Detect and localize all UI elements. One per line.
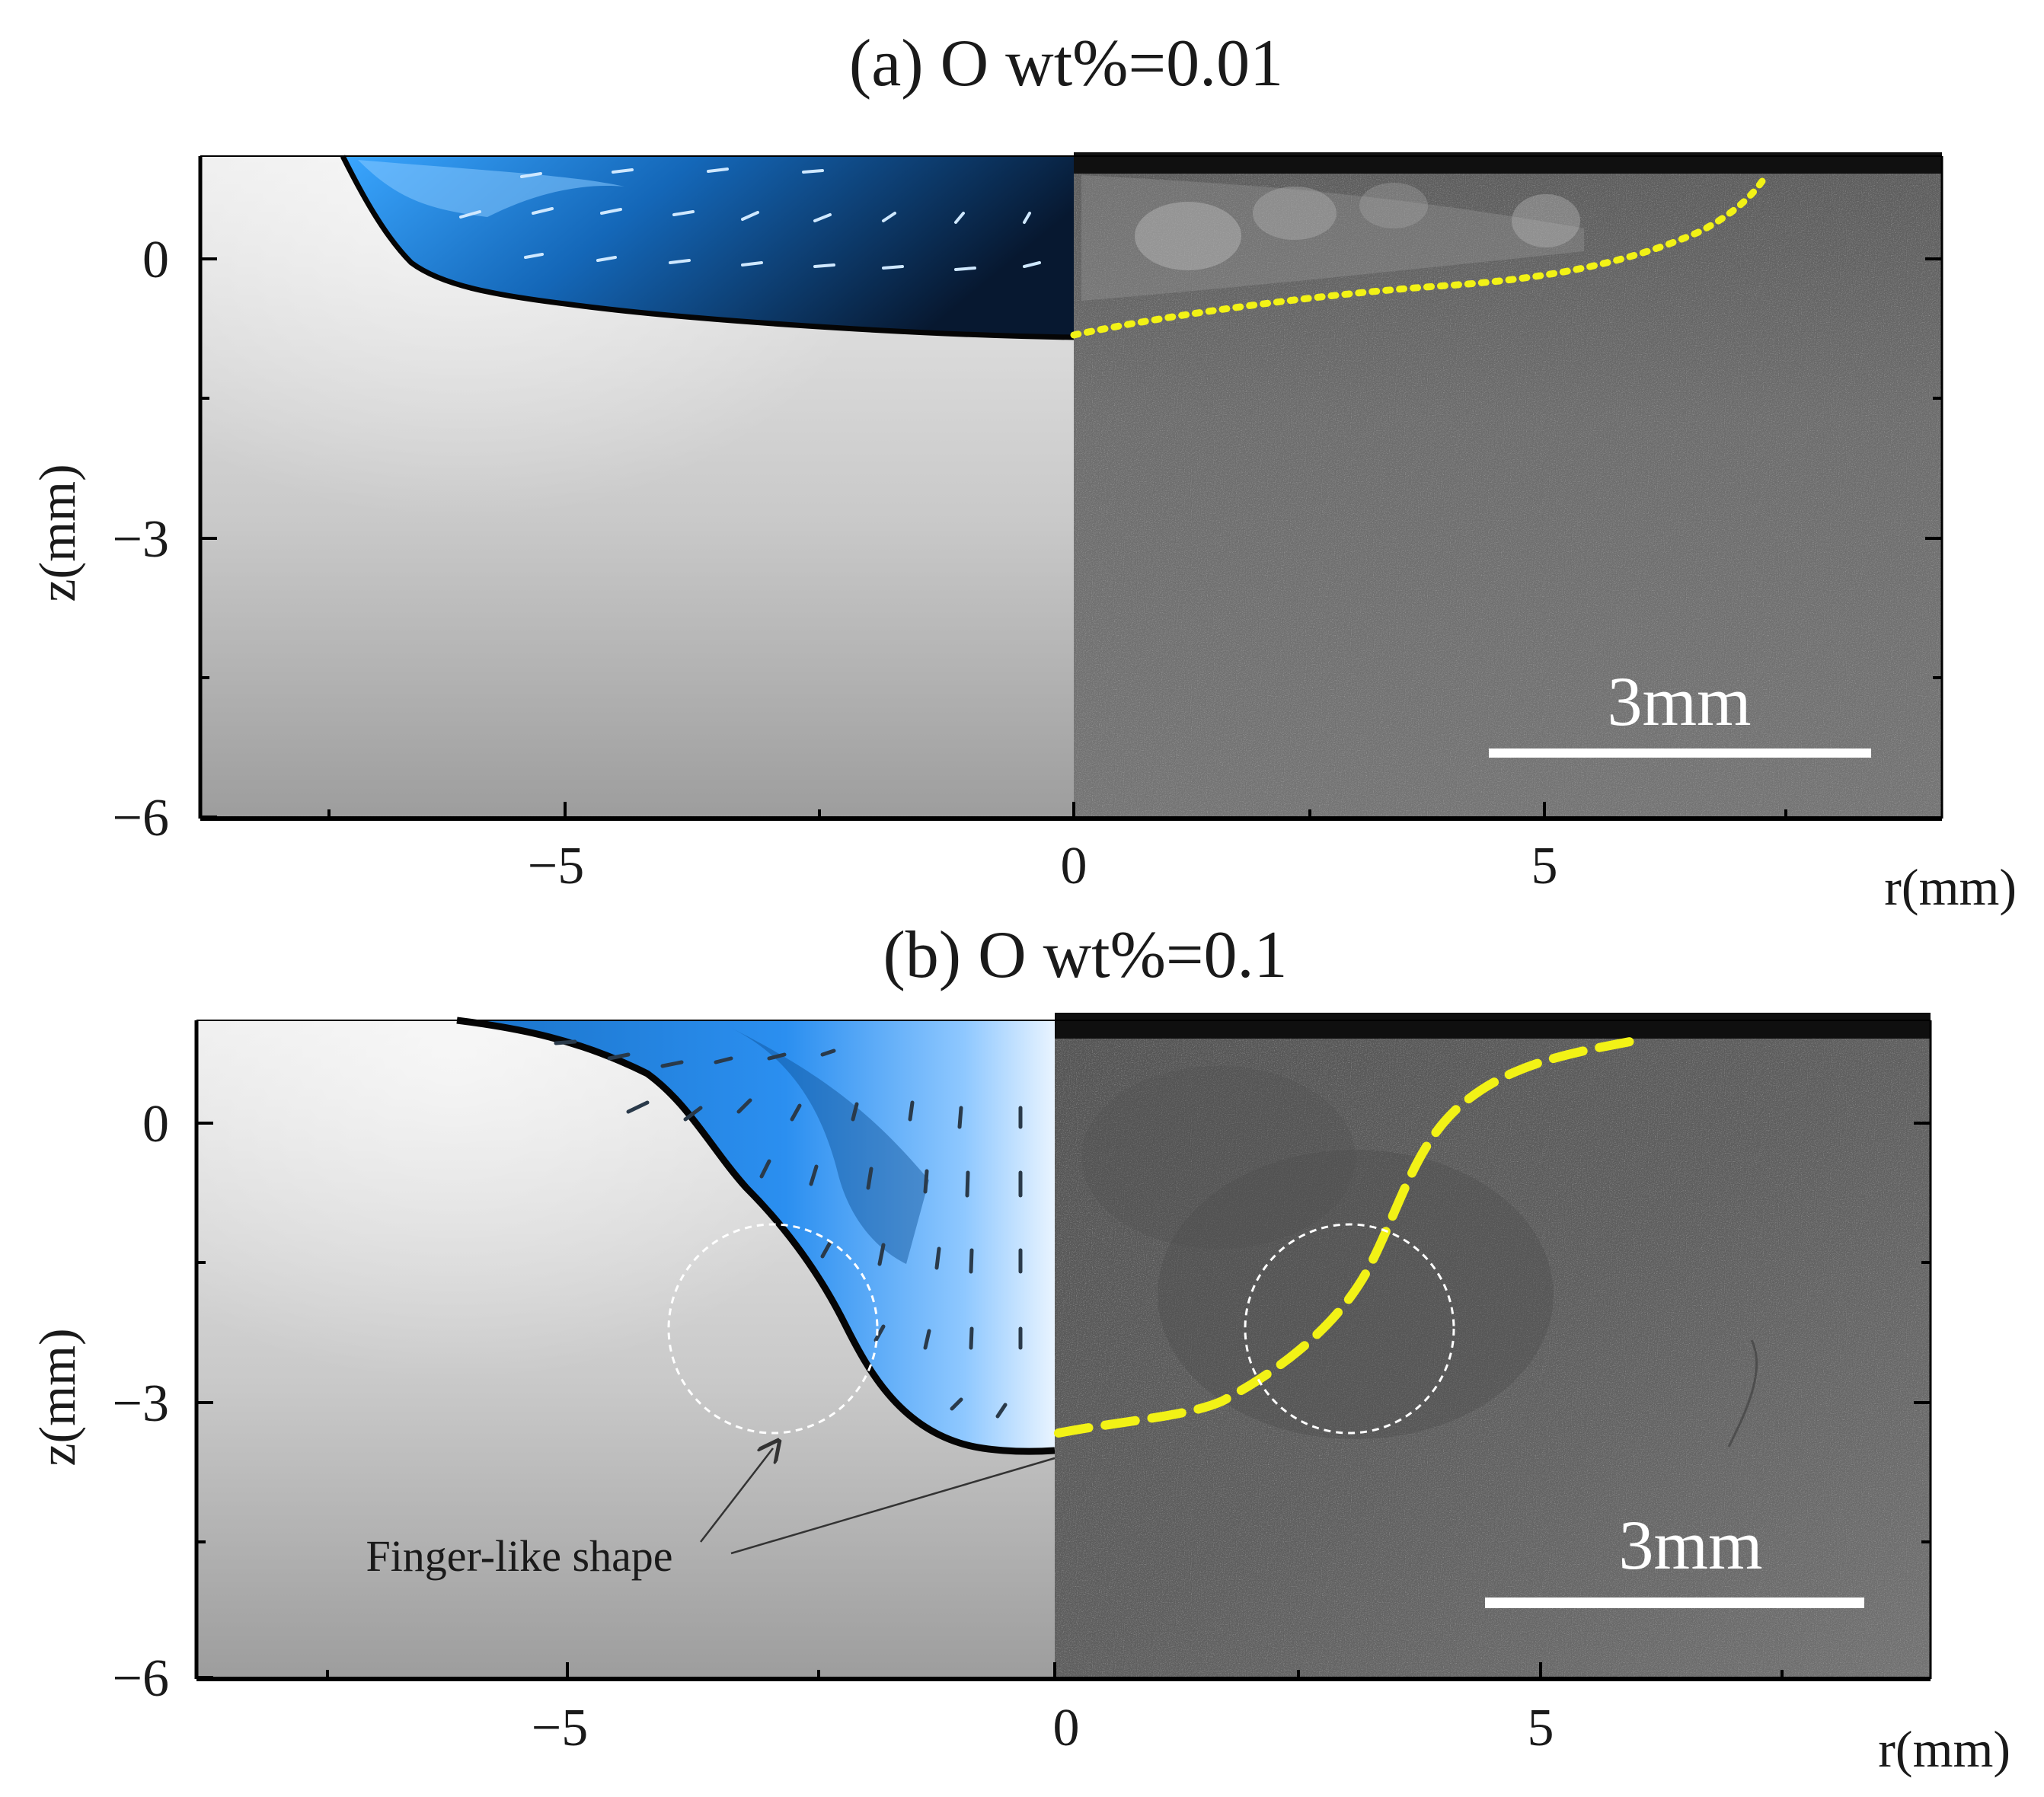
panel-b-annotation-arrows	[700, 1448, 1056, 1555]
panel-b-melt-pool-edge	[456, 1017, 1056, 1455]
panel-a-fusion-boundary	[1070, 173, 1769, 339]
panel-a-melt-pool-edge	[340, 155, 1075, 340]
panel-b-annotation: Finger-like shape	[366, 1531, 672, 1581]
panel-a-x-tick-2: 5	[1531, 837, 1558, 895]
panel-b-y-tick-0: 0	[142, 1095, 169, 1154]
panel-a-y-tick-2: −6	[113, 789, 169, 847]
panel-a-frame	[198, 155, 1943, 821]
panel-a-x-tick-labels: −5 0 5	[528, 837, 1558, 895]
panel-a-x-tick-0: −5	[528, 837, 584, 895]
panel-a-ticks	[200, 257, 1942, 819]
panel-b-ticks	[196, 1122, 1931, 1679]
panel-b-finger-circle-sim	[667, 1223, 879, 1435]
panel-b-y-tick-1: −3	[113, 1374, 169, 1433]
panel-a: (a) O wt%=0.01	[28, 27, 2017, 916]
panel-b-velocity-arrows	[554, 1039, 1023, 1419]
panel-a-melt-pool	[343, 156, 1074, 337]
panel-a-y-label: z(mm)	[28, 464, 86, 602]
panel-b-pool-shading	[731, 1028, 929, 1264]
panel-b-fusion-boundary	[1054, 1037, 1634, 1438]
panel-b-title: (b) O wt%=0.1	[883, 918, 1287, 992]
panel-a-x-label: r(mm)	[1884, 858, 2017, 916]
panel-b-scale-bar-label: 3mm	[1618, 1506, 1762, 1584]
panel-a-scale-bar-label: 3mm	[1607, 662, 1751, 740]
panel-a-y-tick-1: −3	[113, 510, 169, 569]
panel-b-x-tick-1: 0	[1053, 1699, 1080, 1757]
panel-a-x-tick-1: 0	[1061, 837, 1087, 895]
panel-b-x-tick-0: −5	[532, 1699, 588, 1757]
panel-a-y-tick-0: 0	[142, 231, 169, 289]
panel-a-micrograph	[1074, 152, 1942, 819]
panel-b-scale-bar	[1485, 1598, 1864, 1608]
panel-b-micrograph	[1055, 1013, 1931, 1679]
panel-b-finger-circle-exp	[1244, 1223, 1455, 1435]
panel-b-x-tick-2: 5	[1528, 1699, 1554, 1757]
panel-b-frame	[194, 1020, 1932, 1681]
panel-b-x-label: r(mm)	[1878, 1720, 2010, 1778]
panel-b-y-tick-2: −6	[113, 1649, 169, 1708]
panel-a-title: (a) O wt%=0.01	[849, 27, 1283, 101]
panel-a-y-tick-labels: 0 −3 −6	[113, 231, 169, 847]
panel-b-x-tick-labels: −5 0 5	[532, 1699, 1554, 1757]
panel-b: (b) O wt%=0.1	[28, 918, 2010, 1778]
panel-b-y-label: z(mm)	[28, 1328, 86, 1466]
panel-a-velocity-arrows	[459, 168, 1041, 271]
panel-b-melt-pool	[457, 1020, 1055, 1452]
panel-b-y-tick-labels: 0 −3 −6	[113, 1095, 169, 1708]
panel-a-pool-highlight	[358, 160, 624, 217]
panel-a-scale-bar	[1489, 748, 1871, 758]
